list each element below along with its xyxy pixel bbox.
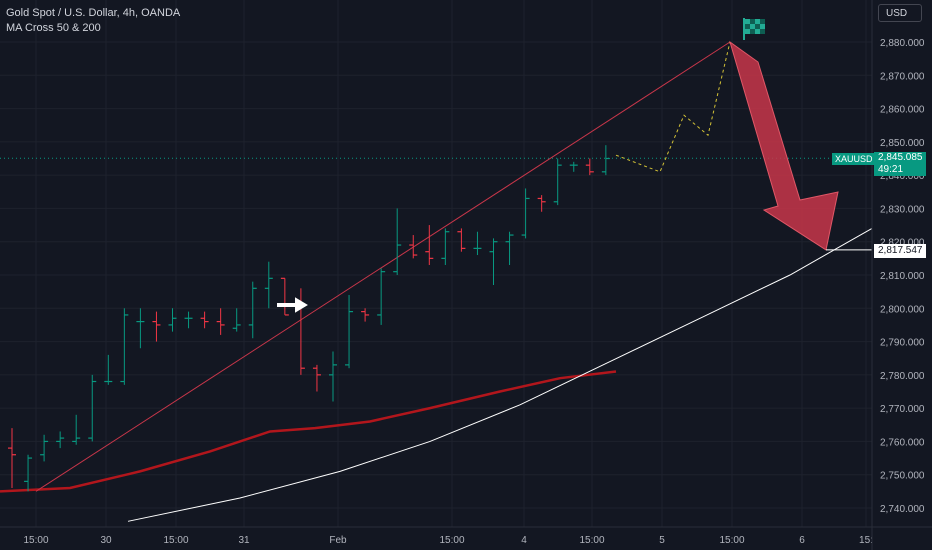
flag-cell [755, 24, 760, 29]
flag-cell [760, 29, 765, 34]
y-tick-label: 2,820.000 [880, 238, 925, 249]
ma-long-layer [0, 370, 617, 493]
y-tick-label: 2,880.000 [880, 38, 925, 49]
y-tick-label: 2,750.000 [880, 471, 925, 482]
flag-cell [750, 29, 755, 34]
x-tick-label: 15:00 [163, 535, 188, 546]
y-tick-label: 2,790.000 [880, 338, 925, 349]
pointer-arrow-icon [277, 297, 308, 313]
ma-long-line [0, 370, 617, 493]
x-tick-label: 15:00 [439, 535, 464, 546]
x-tick-label: 5 [659, 535, 665, 546]
x-tick-label: 30 [100, 535, 112, 546]
y-tick-label: 2,840.000 [880, 171, 925, 182]
ma-short-line [127, 227, 873, 522]
projection-layer [615, 41, 731, 173]
last-price-tag: 2,845.085 49:21 [874, 152, 926, 176]
x-tick-label: Feb [329, 535, 347, 546]
bar-countdown: 49:21 [878, 164, 904, 175]
y-tick-label: 2,810.000 [880, 271, 925, 282]
y-tick-label: 2,870.000 [880, 71, 925, 82]
arrow-layer [277, 18, 872, 313]
finish-flag-icon [745, 19, 765, 34]
flag-cell [750, 24, 755, 29]
chart-legend: Gold Spot / U.S. Dollar, 4h, OANDA MA Cr… [6, 6, 180, 36]
flag-cell [745, 29, 750, 34]
chart-title: Gold Spot / U.S. Dollar, 4h, OANDA [6, 7, 181, 19]
x-tick-label: 6 [799, 535, 805, 546]
trendline-layer [35, 41, 731, 492]
crosshair-price-tag: 2,817.547 [874, 244, 926, 258]
trendline [35, 41, 731, 492]
x-tick-label: 15: [859, 535, 873, 546]
flag-cell [745, 24, 750, 29]
flag-cell [760, 19, 765, 24]
flag-cell [755, 19, 760, 24]
currency-button[interactable]: USD [878, 4, 922, 22]
x-tick-label: 15:00 [23, 535, 48, 546]
x-tick-label: 4 [521, 535, 527, 546]
flag-cell [755, 29, 760, 34]
y-tick-label: 2,740.000 [880, 504, 925, 515]
indicator-label: MA Cross 50 & 200 [6, 22, 101, 34]
y-tick-label: 2,830.000 [880, 204, 925, 215]
y-tick-label: 2,850.000 [880, 138, 925, 149]
x-tick-label: 15:00 [719, 535, 744, 546]
y-tick-label: 2,780.000 [880, 371, 925, 382]
ma-short-layer [127, 227, 873, 522]
flag-cell [745, 19, 750, 24]
y-tick-label: 2,860.000 [880, 105, 925, 116]
chart-grid [0, 0, 872, 527]
flag-cell [750, 19, 755, 24]
symbol-tag: XAUUSD [832, 153, 876, 165]
y-tick-label: 2,770.000 [880, 404, 925, 415]
y-tick-label: 2,800.000 [880, 304, 925, 315]
x-tick-label: 31 [238, 535, 250, 546]
flag-cell [760, 24, 765, 29]
last-price: 2,845.085 [878, 152, 923, 163]
y-tick-label: 2,760.000 [880, 437, 925, 448]
x-tick-label: 15:00 [579, 535, 604, 546]
down-arrow [729, 40, 839, 251]
projection-path [615, 41, 731, 173]
